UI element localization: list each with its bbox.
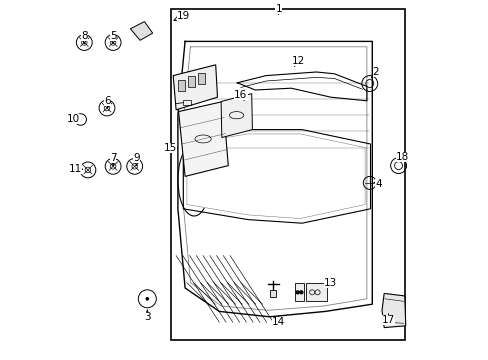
Bar: [183, 100, 190, 105]
Text: 1: 1: [275, 4, 282, 14]
Bar: [188, 76, 194, 87]
Bar: [198, 73, 204, 84]
Text: 17: 17: [381, 314, 394, 325]
Text: 5: 5: [110, 31, 116, 44]
Text: 18: 18: [395, 152, 408, 162]
Text: 16: 16: [234, 90, 247, 100]
Circle shape: [295, 290, 299, 294]
Text: 7: 7: [110, 153, 116, 165]
Polygon shape: [178, 102, 228, 176]
Text: 2: 2: [371, 67, 378, 78]
Text: 8: 8: [81, 31, 87, 44]
Bar: [305, 283, 326, 301]
Text: 9: 9: [133, 153, 140, 165]
Text: 14: 14: [271, 317, 285, 327]
Text: 13: 13: [324, 278, 337, 288]
Polygon shape: [130, 22, 152, 40]
Text: 3: 3: [143, 310, 150, 322]
Text: 6: 6: [104, 96, 111, 108]
Text: 15: 15: [164, 143, 177, 153]
Text: 19: 19: [174, 11, 189, 21]
Bar: [170, 9, 404, 340]
Bar: [294, 283, 303, 301]
Polygon shape: [221, 94, 252, 138]
Polygon shape: [173, 65, 217, 110]
Circle shape: [299, 290, 303, 294]
Bar: [270, 290, 276, 297]
Polygon shape: [381, 293, 405, 328]
Text: 10: 10: [67, 114, 80, 124]
Text: 12: 12: [291, 56, 305, 66]
Text: 4: 4: [373, 179, 381, 189]
Bar: [178, 80, 184, 91]
Text: 11: 11: [68, 164, 82, 174]
Circle shape: [145, 297, 149, 301]
